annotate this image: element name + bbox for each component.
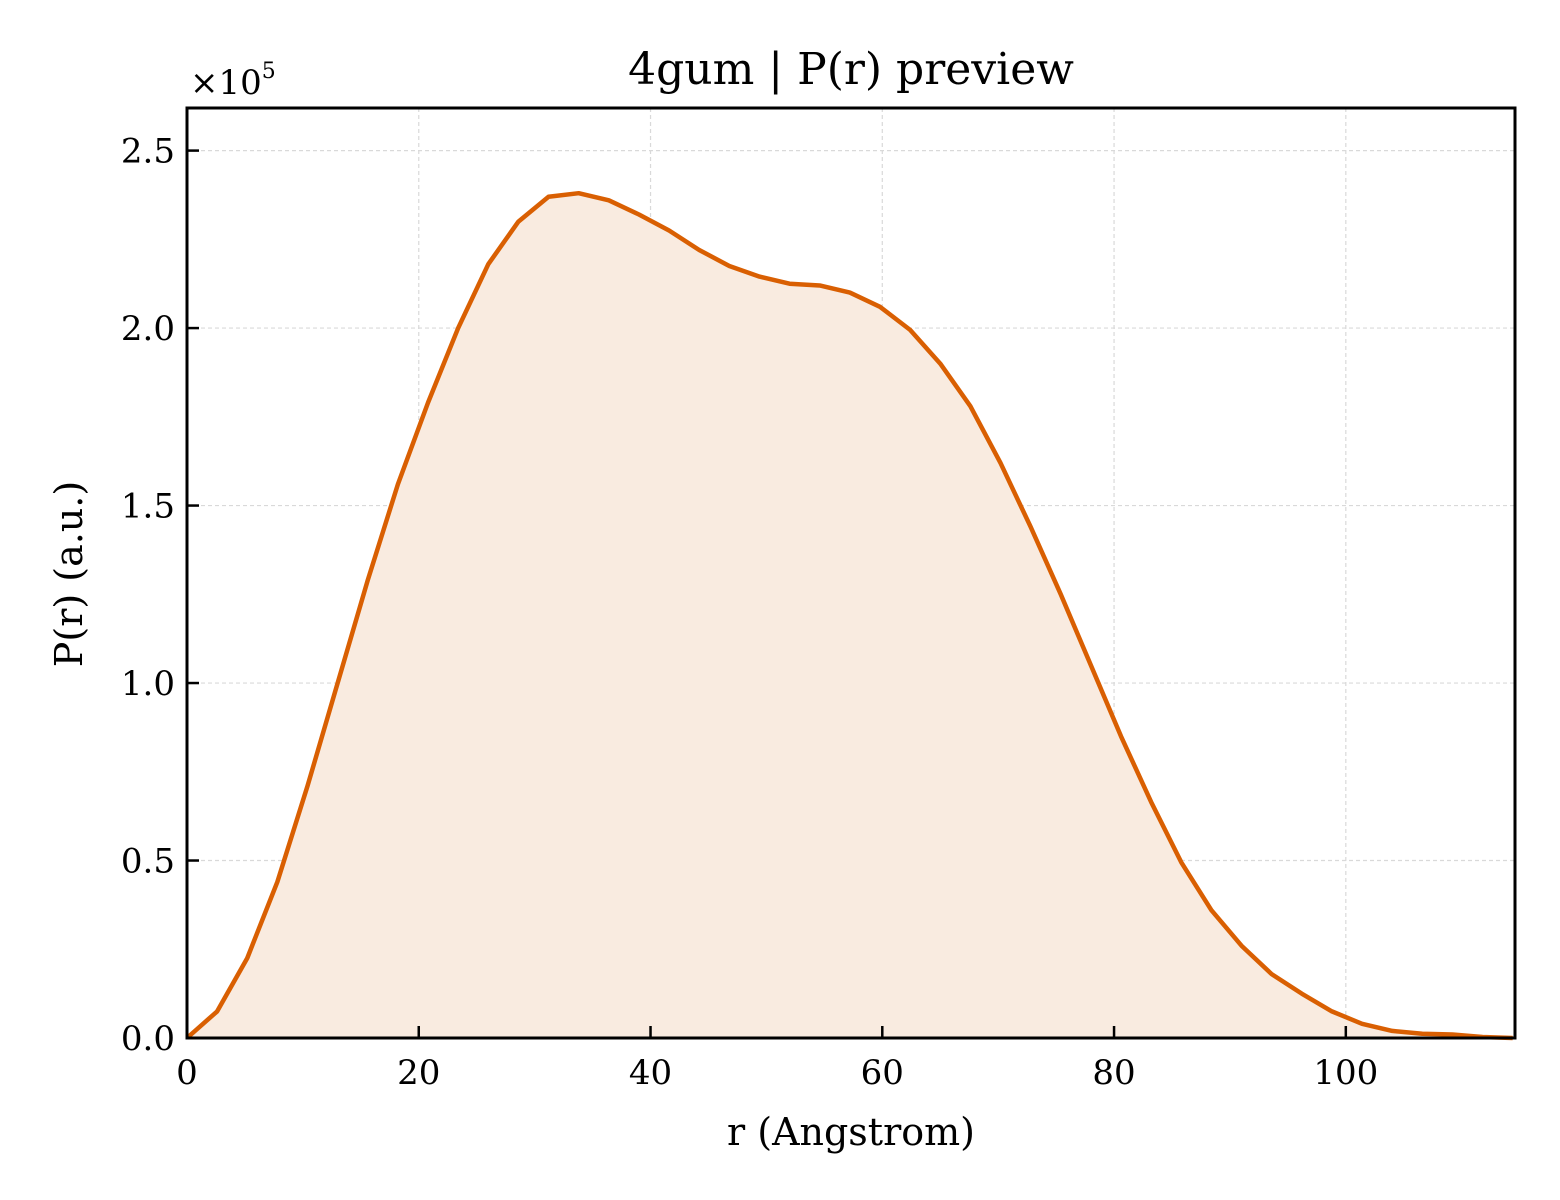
plot-frame bbox=[185, 106, 1517, 1040]
y-axis-multiplier: ×105 bbox=[190, 59, 276, 103]
y-tick-label: 0.5 bbox=[121, 842, 175, 882]
series-line bbox=[185, 190, 1513, 1041]
x-axis-label: r (Angstrom) bbox=[727, 1110, 975, 1154]
x-tick-label: 80 bbox=[1092, 1053, 1135, 1093]
y-tick-label: 2.0 bbox=[121, 309, 175, 349]
y-axis-label: P(r) (a.u.) bbox=[47, 481, 91, 667]
series-area-fill bbox=[187, 193, 1513, 1038]
x-tick-label: 40 bbox=[629, 1053, 672, 1093]
chart-title: 4gum | P(r) preview bbox=[628, 44, 1074, 95]
y-tick-label: 1.0 bbox=[121, 664, 175, 704]
axis-ticks: 0 20 40 60 80 100 0.0 0.5 1.0 1.5 2.0 2.5 bbox=[121, 132, 1378, 1093]
x-tick-label: 20 bbox=[397, 1053, 440, 1093]
y-tick-label: 1.5 bbox=[121, 487, 175, 527]
y-axis-multiplier-exponent: 5 bbox=[262, 59, 276, 84]
x-tick-label: 100 bbox=[1313, 1053, 1378, 1093]
x-tick-label: 60 bbox=[861, 1053, 904, 1093]
x-tick-label: 0 bbox=[176, 1053, 198, 1093]
y-tick-label: 2.5 bbox=[121, 132, 175, 172]
y-axis-multiplier-base: ×10 bbox=[190, 63, 262, 103]
y-tick-label: 0.0 bbox=[121, 1019, 175, 1059]
